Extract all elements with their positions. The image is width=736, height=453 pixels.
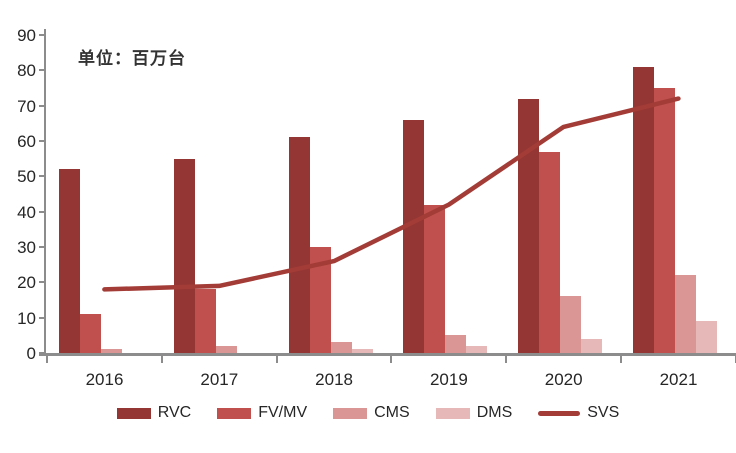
y-axis-tick-label: 80 — [17, 61, 36, 81]
x-axis-category-label: 2017 — [200, 370, 239, 389]
y-axis-tick-label: 20 — [17, 273, 36, 293]
bar-rvc-2020 — [518, 98, 540, 353]
y-axis-tick — [39, 175, 44, 178]
y-axis-tick-label: 0 — [26, 344, 36, 363]
bar-dms-2019 — [466, 345, 488, 353]
unit-label: 单位：百万台 — [78, 49, 186, 68]
legend-color-swatch — [333, 407, 368, 419]
bar-fvmv-2020 — [539, 151, 561, 353]
legend-label: RVC — [157, 404, 192, 421]
x-axis-category-label: 2020 — [544, 370, 583, 389]
legend: RVC FV/MV CMS DMS SVS — [0, 405, 736, 421]
x-axis-category-label: 2018 — [315, 370, 353, 389]
bar-rvc-2016 — [59, 169, 80, 353]
legend-item-rvc: RVC — [116, 404, 192, 421]
bar-fvmv-2016 — [80, 314, 101, 353]
bar-rvc-2021 — [633, 66, 654, 353]
x-axis-tick — [390, 356, 393, 363]
bar-fvmv-2017 — [194, 289, 216, 353]
y-axis-tick — [39, 140, 44, 142]
y-axis-tick-label: 70 — [17, 96, 36, 116]
y-axis-tick — [39, 352, 44, 354]
legend-label: DMS — [476, 404, 513, 421]
y-axis-tick — [39, 281, 44, 284]
bar-cms-2018 — [330, 342, 352, 353]
y-axis-tick — [39, 246, 44, 248]
bar-rvc-2019 — [403, 119, 425, 353]
x-axis-category-label: 2016 — [85, 370, 124, 389]
bar-dms-2021 — [696, 321, 717, 353]
y-axis-tick-label: 30 — [17, 238, 36, 257]
y-axis-tick-label: 90 — [17, 26, 36, 45]
x-axis-line — [39, 353, 736, 356]
legend-color-swatch — [435, 407, 470, 419]
y-axis-tick — [39, 210, 44, 213]
x-axis-category-label: 2019 — [429, 370, 468, 389]
y-axis-tick — [39, 69, 44, 72]
bar-rvc-2017 — [173, 158, 195, 353]
y-axis-tick — [39, 104, 44, 107]
bar-fvmv-2021 — [654, 88, 675, 353]
y-axis-tick — [39, 316, 44, 319]
legend-label: CMS — [374, 404, 410, 421]
x-axis-tick — [275, 356, 278, 363]
bar-dms-2018 — [351, 349, 373, 353]
x-axis-tick — [620, 356, 622, 363]
legend-item-svs: SVS — [538, 405, 619, 421]
y-axis-tick — [39, 34, 44, 36]
y-axis-tick-label: 60 — [17, 132, 36, 151]
bar-cms-2020 — [560, 296, 582, 353]
legend-label: FV/MV — [258, 404, 308, 421]
legend-label: SVS — [587, 404, 620, 421]
bar-cms-2016 — [101, 349, 122, 353]
bar-fvmv-2018 — [309, 247, 331, 353]
legend-line-swatch — [538, 410, 581, 416]
bar-fvmv-2019 — [424, 204, 446, 353]
legend-item-cms: CMS — [333, 405, 410, 421]
y-axis-tick-label: 10 — [17, 308, 36, 328]
x-axis-tick — [160, 356, 163, 363]
legend-item-fvmv: FV/MV — [217, 405, 307, 421]
legend-color-swatch — [217, 407, 252, 419]
bar-cms-2021 — [675, 275, 696, 353]
x-axis-tick — [46, 356, 48, 363]
y-axis-line — [44, 29, 46, 353]
y-axis-tick-label: 40 — [17, 202, 36, 222]
bar-cms-2019 — [445, 335, 467, 353]
legend-color-swatch — [116, 407, 151, 419]
x-axis-category-label: 2021 — [659, 370, 698, 389]
y-axis-tick-label: 50 — [17, 167, 36, 187]
x-axis-tick — [734, 356, 736, 363]
bar-cms-2017 — [215, 345, 237, 353]
legend-item-dms: DMS — [435, 404, 513, 421]
bar-dms-2020 — [581, 338, 603, 353]
bar-rvc-2018 — [288, 137, 310, 353]
x-axis-tick — [505, 356, 508, 363]
